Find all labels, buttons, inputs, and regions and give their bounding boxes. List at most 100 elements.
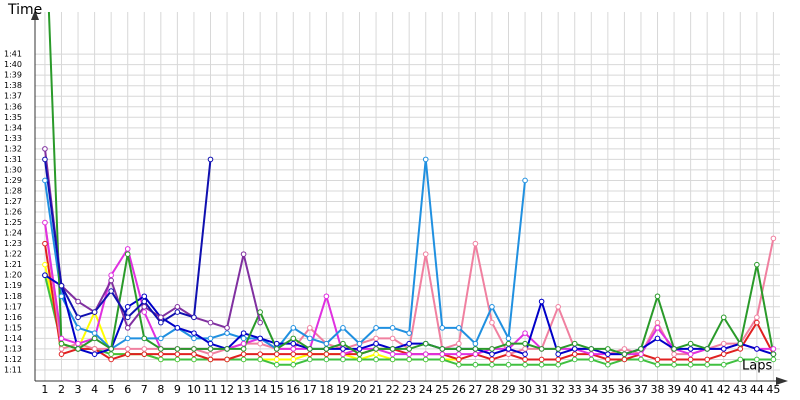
x-tick-label: 42 [717, 383, 731, 396]
point [58, 282, 65, 289]
point [439, 325, 446, 331]
point [42, 219, 48, 226]
point [323, 346, 330, 352]
x-tick-label: 28 [485, 383, 499, 396]
point [654, 325, 661, 331]
point [505, 361, 512, 368]
point [257, 340, 263, 347]
point [389, 325, 396, 331]
point [522, 361, 528, 368]
point [472, 240, 479, 247]
point [207, 319, 214, 326]
point [158, 356, 164, 363]
point [389, 351, 396, 357]
y-tick-label: 1:11 [4, 365, 22, 374]
point [273, 351, 280, 357]
point [373, 351, 379, 357]
point [472, 346, 479, 352]
y-tick-label: 1:17 [4, 302, 22, 311]
y-tick-label: 1:38 [4, 81, 22, 90]
y-tick-label: 1:32 [4, 144, 22, 153]
point [307, 346, 313, 352]
point [224, 346, 230, 352]
point [571, 351, 578, 357]
x-tick-label: 35 [601, 383, 615, 396]
x-tick-label: 32 [551, 383, 565, 396]
point [489, 346, 495, 352]
point [456, 356, 462, 363]
point [42, 240, 48, 247]
point [472, 351, 479, 357]
point [770, 346, 777, 352]
point [273, 361, 280, 368]
point [538, 298, 545, 305]
point [538, 346, 545, 352]
point [654, 319, 661, 326]
point [207, 335, 214, 342]
point [621, 346, 628, 352]
point [340, 325, 346, 331]
point [472, 340, 479, 347]
y-tick-label: 1:33 [4, 134, 22, 143]
point [75, 298, 81, 305]
x-tick-label: 21 [369, 383, 383, 396]
point [588, 346, 595, 352]
x-tick-label: 11 [203, 383, 217, 396]
point [273, 346, 280, 352]
point [621, 351, 628, 357]
x-tick-label: 7 [141, 383, 148, 396]
y-tick-label: 1:41 [4, 50, 22, 59]
y-tick-label: 1:21 [4, 260, 22, 269]
point [737, 356, 744, 363]
point [505, 346, 512, 352]
point [588, 351, 595, 357]
point [373, 335, 379, 342]
point [472, 361, 479, 368]
point [737, 346, 744, 352]
x-tick-label: 24 [419, 383, 433, 396]
point [720, 314, 727, 321]
point [257, 309, 263, 315]
point [687, 340, 694, 347]
point [191, 314, 197, 321]
point [158, 314, 164, 321]
point [174, 351, 181, 357]
point [687, 356, 694, 363]
point [290, 361, 297, 368]
point [605, 346, 611, 352]
x-tick-label: 26 [452, 383, 466, 396]
point [638, 346, 644, 352]
point [754, 319, 760, 326]
y-tick-label: 1:35 [4, 113, 22, 122]
point [240, 351, 247, 357]
x-tick-label: 16 [286, 383, 300, 396]
point [406, 340, 412, 347]
point [158, 335, 164, 342]
point [75, 340, 81, 347]
point [108, 346, 114, 352]
x-tick-label: 9 [174, 383, 181, 396]
x-tick-label: 22 [386, 383, 400, 396]
point [522, 340, 528, 347]
point [207, 156, 214, 163]
x-tick-label: 27 [468, 383, 482, 396]
point [571, 356, 578, 363]
point [174, 356, 181, 363]
point [754, 346, 760, 352]
point [373, 346, 379, 352]
point [687, 351, 694, 357]
y-tick-label: 1:40 [4, 60, 22, 69]
point [207, 340, 214, 347]
point [108, 288, 114, 294]
y-tick-label: 1:25 [4, 218, 22, 227]
x-tick-label: 31 [535, 383, 549, 396]
point [91, 309, 98, 315]
point [58, 293, 65, 300]
point [555, 351, 561, 357]
y-tick-label: 1:26 [4, 208, 22, 217]
x-tick-label: 20 [353, 383, 367, 396]
x-tick-label: 36 [617, 383, 631, 396]
point [456, 340, 462, 347]
y-tick-label: 1:22 [4, 250, 22, 259]
